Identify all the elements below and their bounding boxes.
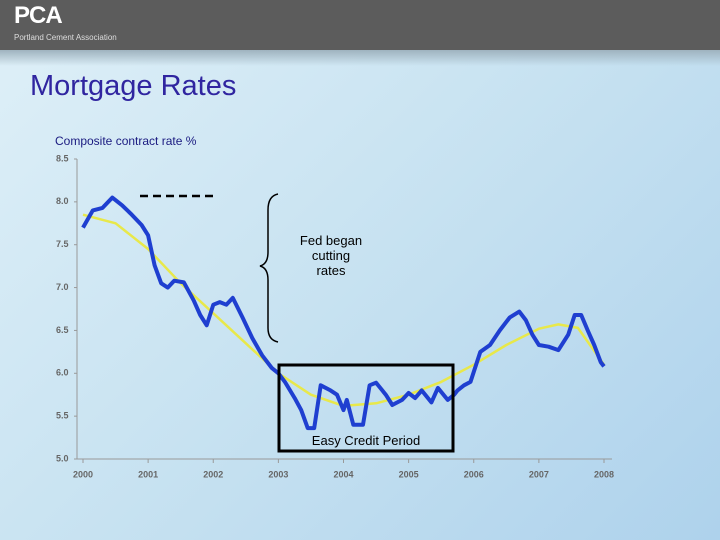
y-tick-label: 8.5 <box>56 153 69 163</box>
y-tick-label: 8.0 <box>56 196 69 206</box>
y-tick-label: 6.0 <box>56 368 69 378</box>
line-series <box>81 195 606 431</box>
x-tick-label: 2008 <box>594 469 614 479</box>
x-tick-label: 2005 <box>399 469 419 479</box>
x-tick-label: 2007 <box>529 469 549 479</box>
annotation: Easy Credit Period <box>311 433 421 448</box>
slide-title: Mortgage Rates <box>30 70 237 102</box>
header-shadow <box>0 50 720 66</box>
header-bar: PCA Portland Cement Association <box>0 0 720 50</box>
x-tick-label: 2004 <box>333 469 353 479</box>
logo: PCA <box>14 2 63 29</box>
x-tick-label: 2003 <box>268 469 288 479</box>
y-tick-label: 7.5 <box>56 239 69 249</box>
y-tick-label: 7.0 <box>56 282 69 292</box>
highlight-box <box>277 363 455 453</box>
x-tick-label: 2006 <box>464 469 484 479</box>
x-tick-label: 2001 <box>138 469 158 479</box>
brace <box>259 193 279 343</box>
organization: Portland Cement Association <box>14 33 117 42</box>
line-series <box>82 213 606 408</box>
x-tick-label: 2002 <box>203 469 223 479</box>
y-tick-label: 5.5 <box>56 411 69 421</box>
annotation: Fed began cutting rates <box>299 233 363 278</box>
chart-subtitle: Composite contract rate % <box>55 134 197 148</box>
y-tick-label: 6.5 <box>56 325 69 335</box>
x-tick-label: 2000 <box>73 469 93 479</box>
y-tick-label: 5.0 <box>56 453 69 463</box>
